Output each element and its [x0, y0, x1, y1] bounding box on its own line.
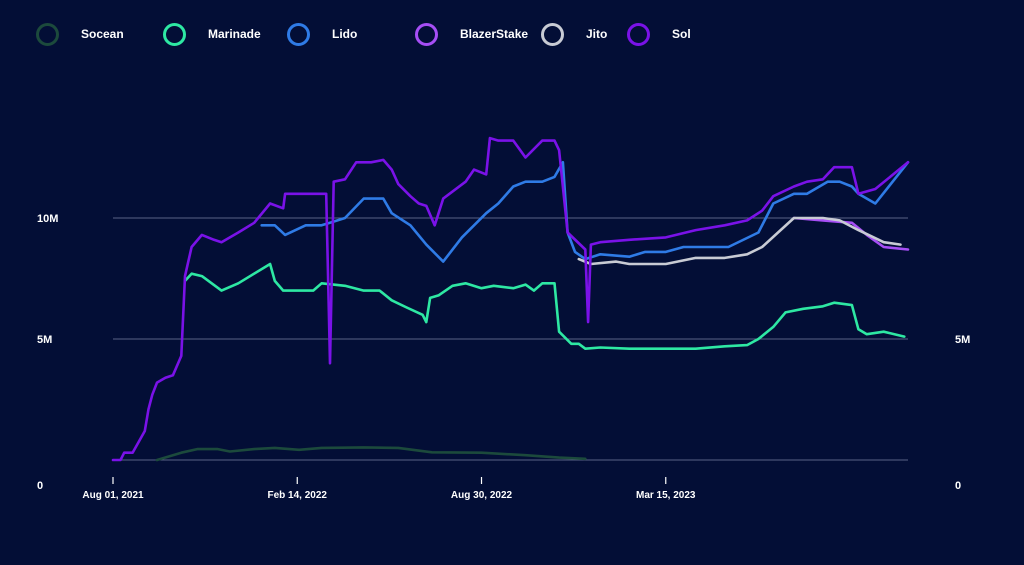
series-line-jito[interactable]	[577, 216, 902, 266]
x-tick-label: Aug 01, 2021	[82, 490, 144, 501]
y-tick-label-right: 5M	[955, 334, 970, 346]
x-tick-label: Aug 30, 2022	[451, 490, 513, 501]
y-tick-label-right: 0	[955, 480, 961, 492]
series-line-socean[interactable]	[155, 446, 587, 462]
legend-item-marinade[interactable]: Marinade	[163, 19, 261, 49]
y-tick-label-left: 10M	[37, 213, 58, 225]
chart-gridlines	[113, 217, 908, 461]
legend-label-sol: Sol	[672, 27, 691, 41]
series-line-marinade[interactable]	[183, 262, 906, 350]
legend-swatch-jito	[541, 22, 564, 46]
legend-swatch-marinade	[163, 22, 186, 46]
legend-label-marinade: Marinade	[208, 27, 261, 41]
y-tick-label-left: 0	[37, 480, 43, 492]
legend-item-socean[interactable]: Socean	[36, 19, 124, 49]
series-line-sol[interactable]	[111, 136, 910, 462]
legend-label-blazerstake: BlazerStake	[460, 27, 529, 41]
series-line-blazerstake[interactable]	[792, 216, 910, 251]
chart-series	[111, 136, 910, 462]
legend-label-socean: Socean	[81, 27, 124, 41]
y-tick-label-left: 5M	[37, 334, 52, 346]
series-line-lido[interactable]	[260, 161, 910, 263]
legend-item-blazerstake[interactable]: BlazerStake	[415, 19, 528, 49]
legend-item-sol[interactable]: Sol	[627, 19, 691, 49]
chart-axis-labels: 0 5M 10M 0 5M Aug 01, 2021 Feb 14, 2022 Aug 30,…	[37, 213, 970, 501]
legend-item-jito[interactable]: Jito	[541, 19, 607, 49]
legend-label-jito: Jito	[586, 27, 608, 41]
legend-swatch-sol	[627, 22, 650, 46]
legend-swatch-socean	[36, 22, 59, 46]
legend-swatch-lido	[287, 22, 310, 46]
x-tick-label: Mar 15, 2023	[636, 490, 696, 501]
x-tick-label: Feb 14, 2022	[268, 490, 328, 501]
legend-swatch-blazerstake	[415, 22, 438, 46]
legend-label-lido: Lido	[332, 27, 358, 41]
legend-item-lido[interactable]: Lido	[287, 19, 357, 49]
chart-legend: Socean Marinade Lido BlazerStake Jito So…	[0, 0, 1024, 70]
